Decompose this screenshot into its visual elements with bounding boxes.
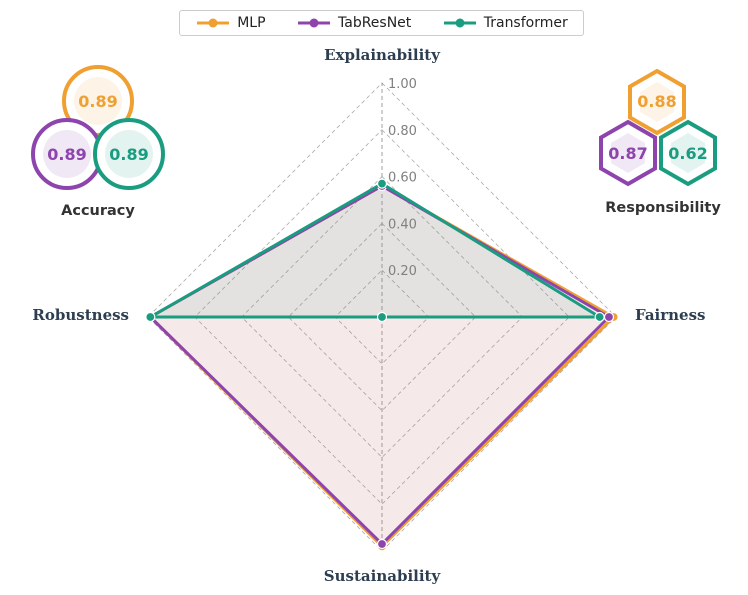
- axis-label-sustainability: Sustainability: [324, 567, 442, 585]
- series-lines: [145, 178, 619, 552]
- accuracy-value-transformer: 0.89: [109, 145, 148, 164]
- responsibility-title: Responsibility: [605, 200, 721, 216]
- series-area-transformer: [150, 183, 600, 317]
- point-tabresnet-1: [603, 311, 615, 323]
- axis-label-explainability: Explainability: [324, 46, 441, 64]
- responsibility-badge-tabresnet: 0.87: [599, 119, 657, 187]
- tick-label-1: 0.40: [388, 217, 417, 232]
- legend-item-mlp: MLP: [195, 15, 266, 31]
- legend-marker-mlp: [197, 18, 230, 28]
- point-transformer-3: [145, 311, 156, 323]
- series-areas: [150, 183, 614, 547]
- grid-ring-0: [334, 269, 430, 365]
- point-transformer-1: [594, 311, 605, 323]
- legend-marker-transformer: [443, 18, 476, 28]
- responsibility-badge-mlp: 0.88: [628, 68, 686, 136]
- accuracy-value-tabresnet: 0.89: [47, 145, 86, 164]
- tick-label-4: 1.00: [388, 77, 417, 92]
- responsibility-badge-group: 0.88 0.87 0.62 Responsibility: [599, 68, 721, 216]
- point-transformer-0: [376, 178, 388, 189]
- grid-ring-1: [287, 222, 477, 412]
- tick-label-0: 0.20: [388, 264, 417, 279]
- axis-label-robustness: Robustness: [32, 306, 129, 324]
- legend-label-mlp: MLP: [237, 15, 266, 31]
- series-area-tabresnet: [150, 185, 609, 544]
- tick-label-3: 0.80: [388, 124, 417, 139]
- accuracy-value-mlp: 0.89: [78, 92, 117, 111]
- accuracy-badge-tabresnet: 0.89: [31, 118, 103, 190]
- point-transformer-2: [376, 311, 388, 323]
- radial-tick-labels: 0.20 0.40 0.60 0.80 1.00: [388, 77, 417, 279]
- legend: MLP TabResNet Transformer: [179, 10, 584, 36]
- accuracy-title: Accuracy: [61, 203, 135, 219]
- legend-item-transformer: Transformer: [442, 15, 568, 31]
- accuracy-badge-group: 0.89 0.89 0.89 Accuracy: [31, 65, 165, 219]
- axis-label-fairness: Fairness: [635, 306, 706, 324]
- responsibility-value-transformer: 0.62: [668, 144, 707, 163]
- responsibility-value-mlp: 0.88: [637, 92, 676, 111]
- legend-label-tabresnet: TabResNet: [338, 15, 412, 31]
- legend-label-transformer: Transformer: [483, 15, 568, 31]
- responsibility-badge-transformer: 0.62: [659, 119, 717, 187]
- series-area-mlp: [150, 185, 614, 547]
- point-tabresnet-2: [376, 538, 388, 550]
- legend-marker-tabresnet: [298, 18, 330, 28]
- legend-item-tabresnet: TabResNet: [296, 15, 411, 31]
- responsibility-value-tabresnet: 0.87: [608, 144, 647, 163]
- accuracy-badge-transformer: 0.89: [93, 118, 165, 190]
- grid-ring-2: [241, 176, 523, 458]
- accuracy-badge-mlp: 0.89: [62, 65, 134, 137]
- tick-label-2: 0.60: [388, 171, 417, 186]
